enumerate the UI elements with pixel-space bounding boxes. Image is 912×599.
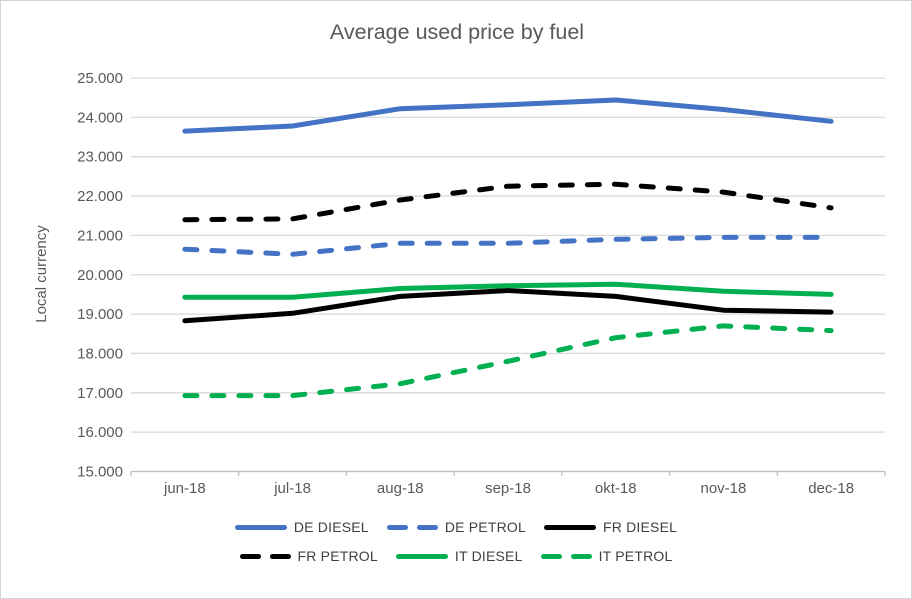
y-tick-label: 21.000 bbox=[77, 227, 123, 244]
y-tick-label: 16.000 bbox=[77, 424, 123, 441]
legend-label: FR PETROL bbox=[297, 548, 378, 564]
y-tick-label: 22.000 bbox=[77, 188, 123, 205]
y-axis-title: Local currency bbox=[33, 225, 50, 323]
legend-line-segment bbox=[540, 553, 562, 559]
legend-row: DE DIESEL DE PETROL FR DIESEL bbox=[1, 519, 911, 535]
legend-swatch-solid bbox=[543, 524, 596, 530]
legend-item-de-diesel: DE DIESEL bbox=[234, 519, 369, 535]
legend-label: DE PETROL bbox=[444, 519, 526, 535]
legend-label: DE DIESEL bbox=[293, 519, 369, 535]
legend-label: IT PETROL bbox=[598, 548, 673, 564]
legend-swatch-dashed bbox=[540, 553, 592, 559]
y-tick-label: 18.000 bbox=[77, 345, 123, 362]
series-line-fr-petrol bbox=[182, 181, 834, 223]
legend-label: IT DIESEL bbox=[454, 548, 523, 564]
axis-labels-layer: 25.000 24.000 23.000 22.000 21.000 20.000 19.0… bbox=[77, 70, 854, 497]
series-line-de-diesel bbox=[182, 97, 834, 134]
legend-swatch-solid bbox=[395, 553, 448, 559]
series-line-de-petrol bbox=[182, 234, 834, 257]
x-tick-label: dec-18 bbox=[808, 480, 854, 497]
legend-line-segment bbox=[234, 524, 287, 530]
y-tick-label: 23.000 bbox=[77, 149, 123, 166]
legend-line-segment bbox=[269, 553, 291, 559]
legend-line-segment bbox=[239, 553, 261, 559]
legend-item-fr-diesel: FR DIESEL bbox=[543, 519, 678, 535]
x-tick-label: jul-18 bbox=[273, 480, 311, 497]
legend-item-it-petrol: IT PETROL bbox=[540, 548, 673, 564]
y-tick-label: 19.000 bbox=[77, 306, 123, 323]
legend-swatch-solid bbox=[234, 524, 287, 530]
x-tick-label: okt-18 bbox=[595, 480, 637, 497]
legend-line-segment bbox=[386, 524, 408, 530]
series-layer bbox=[182, 97, 834, 399]
legend-line-segment bbox=[416, 524, 438, 530]
y-tick-label: 20.000 bbox=[77, 267, 123, 284]
y-tick-label: 25.000 bbox=[77, 70, 123, 87]
legend-row: FR PETROL IT DIESEL IT PETROL bbox=[1, 548, 911, 564]
chart-legend: DE DIESEL DE PETROL FR DIESEL FR PETROL IT D… bbox=[1, 519, 911, 564]
x-tick-label: nov-18 bbox=[700, 480, 746, 497]
y-tick-label: 15.000 bbox=[77, 464, 123, 481]
legend-item-it-diesel: IT DIESEL bbox=[395, 548, 523, 564]
legend-item-de-petrol: DE PETROL bbox=[386, 519, 526, 535]
legend-label: FR DIESEL bbox=[602, 519, 678, 535]
legend-swatch-dashed bbox=[386, 524, 438, 530]
y-tick-label: 24.000 bbox=[77, 109, 123, 126]
y-tick-label: 17.000 bbox=[77, 385, 123, 402]
series-line-it-petrol bbox=[182, 323, 834, 399]
legend-swatch-dashed bbox=[239, 553, 291, 559]
legend-line-segment bbox=[543, 524, 596, 530]
axes-layer bbox=[130, 470, 886, 476]
legend-line-segment bbox=[395, 553, 448, 559]
x-tick-label: jun-18 bbox=[163, 480, 206, 497]
x-tick-label: sep-18 bbox=[485, 480, 531, 497]
gridlines-layer bbox=[131, 77, 885, 473]
series-line-it-diesel bbox=[182, 281, 834, 300]
legend-line-segment bbox=[570, 553, 592, 559]
x-tick-label: aug-18 bbox=[377, 480, 424, 497]
chart-title: Average used price by fuel bbox=[330, 20, 584, 44]
legend-item-fr-petrol: FR PETROL bbox=[239, 548, 378, 564]
series-line-fr-diesel bbox=[182, 288, 834, 324]
